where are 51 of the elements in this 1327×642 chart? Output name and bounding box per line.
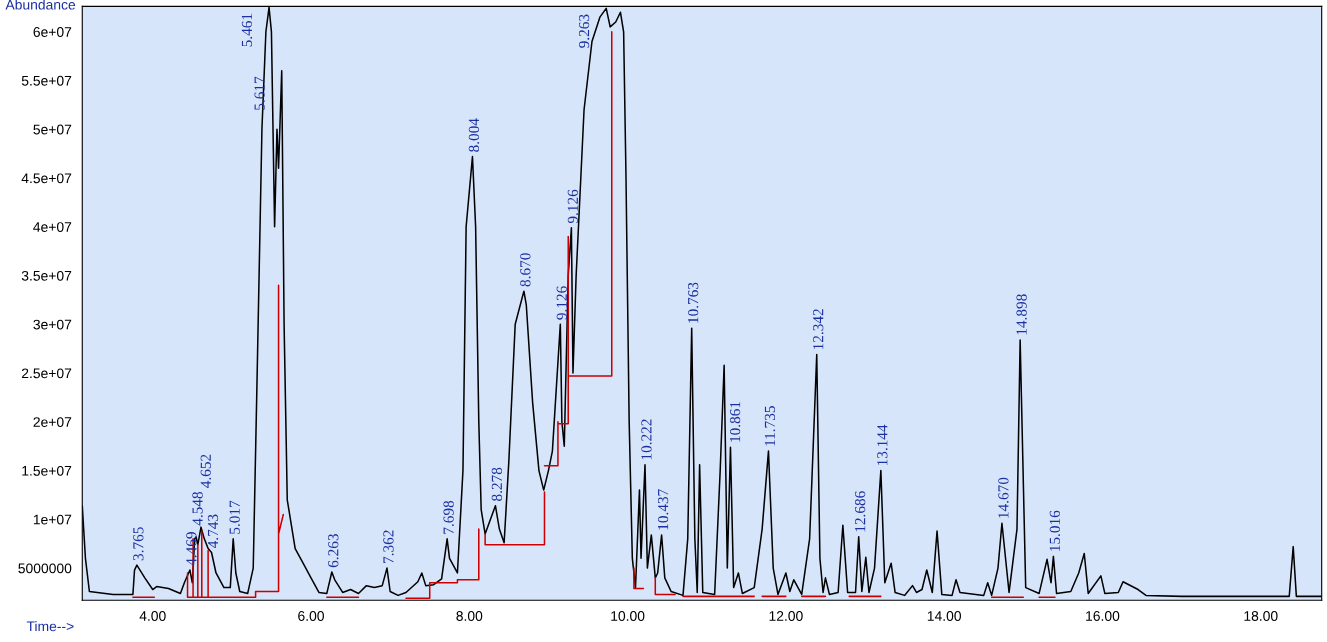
annotation: 9.126 <box>567 189 579 224</box>
annotation: 3.765 <box>133 527 144 561</box>
annotation: 10.437 <box>657 489 669 530</box>
annotation: 5.461 <box>241 13 253 47</box>
annotation: 10.763 <box>687 282 699 323</box>
y-tick-label: 5000000 <box>18 563 72 574</box>
y-tick-label: 1e+07 <box>33 514 72 525</box>
annotation: 7.698 <box>443 500 454 534</box>
line-series <box>82 6 1322 598</box>
annotation: 12.342 <box>813 309 824 350</box>
annotation: 4.743 <box>207 514 219 549</box>
annotation: 14.670 <box>998 477 1009 518</box>
annotation: 13.144 <box>877 424 888 466</box>
y-tick-label: 6e+07 <box>33 27 72 37</box>
y-tick-label: 2e+07 <box>33 417 72 427</box>
annotation: 10.861 <box>729 401 741 442</box>
y-tick-label: 4.5e+07 <box>21 173 72 184</box>
annotation: 12.686 <box>854 491 866 532</box>
annotation: 4.548 <box>192 491 203 526</box>
x-tick-label: 14.00 <box>927 611 961 621</box>
annotation: 4.652 <box>200 454 211 488</box>
annotation: 15.016 <box>1049 510 1061 551</box>
x-tick-label: 16.00 <box>1086 611 1120 621</box>
annotation: 11.735 <box>764 406 776 446</box>
annotation: 4.469 <box>186 532 197 566</box>
annotation: 14.898 <box>1016 294 1027 335</box>
x-tick-label: 8.00 <box>456 611 483 621</box>
x-tick-label: 6.00 <box>298 611 324 621</box>
y-tick-label: 1.5e+07 <box>22 465 72 476</box>
y-axis-title: Abundance <box>5 0 76 10</box>
y-tick-label: 4e+07 <box>33 222 72 232</box>
y-tick-label: 3.5e+07 <box>21 270 72 281</box>
annotation: 9.263 <box>578 14 590 48</box>
x-tick-label: 18.00 <box>1244 611 1278 621</box>
annotation: 8.004 <box>468 118 480 152</box>
annotation: 6.263 <box>328 534 339 568</box>
x-tick-label: 10.00 <box>611 611 645 621</box>
annotation: 5.617 <box>254 76 265 110</box>
y-tick-label: 3e+07 <box>33 319 72 330</box>
y-tick-label: 2.5e+07 <box>21 368 72 379</box>
x-tick-label: 12.00 <box>769 611 803 621</box>
x-axis-title: Time--> <box>26 621 74 632</box>
y-tick-label: 5.5e+07 <box>21 75 72 86</box>
x-tick-label: 4.00 <box>139 611 166 621</box>
annotation: 8.670 <box>520 253 531 287</box>
y-tick-label: 5e+07 <box>33 124 72 135</box>
annotation: 10.222 <box>641 419 652 460</box>
annotation: 8.278 <box>491 467 503 501</box>
annotation: 5.017 <box>229 500 240 534</box>
annotation: 7.362 <box>383 530 394 563</box>
annotation: 9.126 <box>556 286 567 320</box>
